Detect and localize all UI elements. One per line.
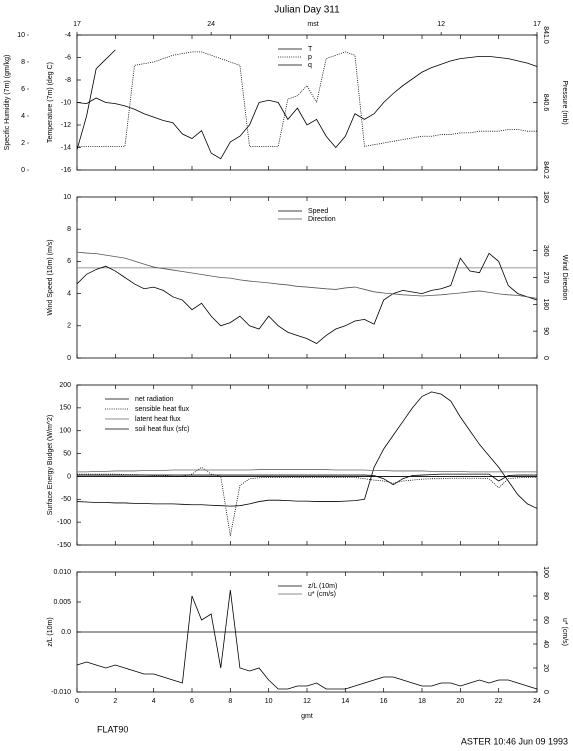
x-tick-label: 22 xyxy=(495,698,503,705)
y2-tick-label: 841.0 xyxy=(542,26,549,44)
legend-label: sensible heat flux xyxy=(135,406,190,413)
y2-tick-label: 0 xyxy=(542,356,549,360)
y-tick-label: -16 xyxy=(61,167,71,174)
legend-label: u* (cm/s) xyxy=(308,591,336,598)
y-tick-label: 50 xyxy=(63,450,71,457)
footer-left: FLAT90 xyxy=(97,724,128,734)
series-line xyxy=(76,391,538,509)
y-axis-label: Wind Speed (10m) (m/s) xyxy=(47,239,54,315)
y2-tick-label: 840.6 xyxy=(542,94,549,112)
top-tick-label: 12 xyxy=(437,21,445,28)
y-tick-label: -50 xyxy=(61,496,71,503)
top-tick-label: 17 xyxy=(533,21,541,28)
figure-title: Julian Day 311 xyxy=(274,5,340,16)
x-tick-label: 2 xyxy=(113,698,117,705)
y3-tick-label: 8 xyxy=(21,59,25,66)
series-line xyxy=(76,589,538,690)
x-axis-label: gmt xyxy=(301,713,313,720)
y-tick-label: 0 xyxy=(67,355,71,362)
y2-tick-label: 180 xyxy=(542,191,549,203)
top-axis-label: mst xyxy=(307,21,318,28)
x-tick-label: 14 xyxy=(341,698,349,705)
y2-tick-label: 180 xyxy=(542,298,549,310)
y3-tick-label: 10 xyxy=(17,32,25,39)
y2-tick-label: 360 xyxy=(542,245,549,257)
y-tick-label: -14 xyxy=(61,144,71,151)
x-tick-label: 8 xyxy=(228,698,232,705)
legend-label: T xyxy=(308,46,313,53)
x-tick-label: 20 xyxy=(456,698,464,705)
legend-label: q xyxy=(308,62,312,69)
y-tick-label: 0.005 xyxy=(53,599,71,606)
y2-tick-label: 840.2 xyxy=(542,161,549,179)
x-tick-label: 16 xyxy=(380,698,388,705)
x-tick-label: 24 xyxy=(533,698,541,705)
y-tick-label: -8 xyxy=(65,77,71,84)
series-line xyxy=(77,473,537,486)
y2-tick-label: 270 xyxy=(542,272,549,284)
top-tick-label: 17 xyxy=(73,21,81,28)
top-tick-label: 24 xyxy=(207,21,215,28)
y-tick-label: 8 xyxy=(67,226,71,233)
y-tick-label: 100 xyxy=(59,428,71,435)
y-tick-label: 150 xyxy=(59,405,71,412)
series-line xyxy=(76,55,538,160)
y-tick-label: -150 xyxy=(57,542,71,549)
y3-tick-label: 2 xyxy=(21,140,25,147)
footer-right: ASTER 10:46 Jun 09 1993 xyxy=(461,736,568,746)
x-tick-label: 0 xyxy=(75,698,79,705)
y-tick-label: 0.0 xyxy=(61,629,71,636)
y-tick-label: 10 xyxy=(63,194,71,201)
y2-axis-label: u* (cm/s) xyxy=(561,618,568,646)
x-tick-label: 10 xyxy=(265,698,273,705)
x-tick-label: 12 xyxy=(303,698,311,705)
y3-tick-label: 4 xyxy=(21,113,25,120)
y-tick-label: -6 xyxy=(65,54,71,61)
legend-label: latent heat flux xyxy=(135,416,181,423)
y2-tick-label: 20 xyxy=(542,664,549,672)
legend-label: net radiation xyxy=(135,396,174,403)
y-tick-label: -4 xyxy=(65,32,71,39)
legend-label: soil heat flux (sfc) xyxy=(135,426,189,433)
legend-label: Speed xyxy=(308,208,328,215)
y-axis-label: z/L (10m) xyxy=(47,617,54,646)
y2-tick-label: 0 xyxy=(542,690,549,694)
y-tick-label: 0.010 xyxy=(53,569,71,576)
series-line xyxy=(76,251,538,299)
y-tick-label: 6 xyxy=(67,258,71,265)
x-tick-label: 6 xyxy=(190,698,194,705)
y2-tick-label: 80 xyxy=(542,592,549,600)
y2-axis-label: Pressure (mb) xyxy=(561,80,568,124)
series-line xyxy=(76,49,116,150)
legend-label: p xyxy=(308,54,312,61)
y3-axis-label: Specific Humidity (7m) (gm/kg) xyxy=(4,55,11,151)
y-axis-label: Surface Energy Budget (W/m^2) xyxy=(47,415,54,516)
y2-tick-label: 40 xyxy=(542,640,549,648)
series-line xyxy=(77,469,537,473)
y2-tick-label: 90 xyxy=(542,327,549,335)
legend-label: Direction xyxy=(308,216,336,223)
x-tick-label: 18 xyxy=(418,698,426,705)
y2-tick-label: 100 xyxy=(542,566,549,578)
y-tick-label: -12 xyxy=(61,122,71,129)
y-tick-label: -10 xyxy=(61,99,71,106)
y3-tick-label: 0 xyxy=(21,167,25,174)
y-tick-label: 2 xyxy=(67,323,71,330)
y-axis-label: Temperature (7m) (deg C) xyxy=(47,62,54,143)
y3-tick-label: 6 xyxy=(21,86,25,93)
series-line xyxy=(76,252,538,344)
y-tick-label: -100 xyxy=(57,519,71,526)
y-tick-label: 0 xyxy=(67,473,71,480)
y2-tick-label: 60 xyxy=(542,616,549,624)
y-tick-label: 4 xyxy=(67,290,71,297)
legend-label: z/L (10m) xyxy=(308,583,337,590)
y2-axis-label: Wind Direction xyxy=(561,255,568,301)
y-tick-label: 200 xyxy=(59,382,71,389)
x-tick-label: 4 xyxy=(152,698,156,705)
y-tick-label: -0.010 xyxy=(51,689,71,696)
